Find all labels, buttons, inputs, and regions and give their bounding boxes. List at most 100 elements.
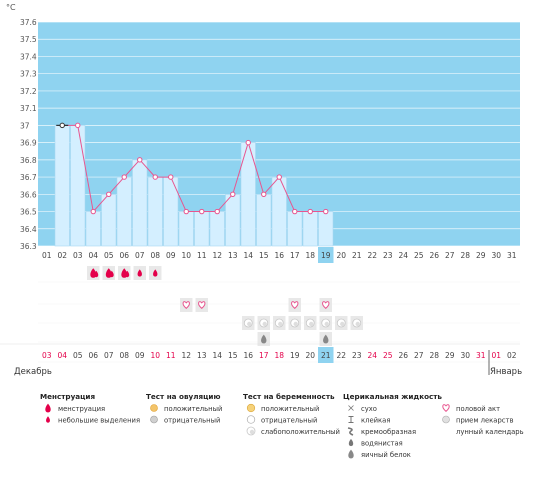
light-bleeding-drop-icon (153, 269, 158, 277)
legend-item-label: яичный белок (361, 451, 411, 459)
legend-item-label: лунный календарь (456, 428, 524, 436)
unit-label: °C (6, 3, 16, 12)
cycle-day-25-22: 25 (383, 351, 393, 360)
y-tick-label-37-6: 37.6 (20, 18, 37, 27)
y-tick-label-37-2: 37.2 (20, 87, 37, 96)
y-tick-label-36-6: 36.6 (20, 190, 37, 199)
cycle-day-20-17: 20 (305, 351, 315, 360)
temperature-point-03 (75, 122, 81, 129)
temperature-bar-03 (70, 125, 86, 247)
cycle-day-06-3: 06 (88, 351, 98, 360)
legend-item-label: менструация (58, 405, 105, 413)
pregnancy-weak-icon-inner (355, 321, 360, 327)
day-label-31: 31 (507, 251, 517, 260)
day-label-30: 30 (491, 251, 501, 260)
temperature-point-15 (261, 191, 267, 198)
y-tick-label-36-4: 36.4 (20, 225, 37, 234)
day-label-16: 16 (274, 251, 284, 260)
cycle-day-29-26: 29 (445, 351, 455, 360)
temperature-bar-19 (318, 211, 334, 247)
cycle-day-24-21: 24 (367, 351, 377, 360)
cycle-day-13-10: 13 (197, 351, 207, 360)
cycle-day-02-30: 02 (507, 351, 517, 360)
temperature-line (62, 124, 326, 213)
day-label-29: 29 (476, 251, 486, 260)
temperature-point-17 (292, 208, 298, 215)
cycle-day-07-4: 07 (104, 351, 114, 360)
day-label-17: 17 (290, 251, 300, 260)
legend-group-title: Тест на беременность (243, 392, 335, 401)
day-label-20: 20 (336, 251, 346, 260)
temperature-bar-04 (85, 211, 101, 247)
legend-item-label: прием лекарств (456, 417, 513, 425)
temperature-bar-02 (54, 125, 70, 247)
cycle-day-12-9: 12 (181, 351, 191, 360)
intercourse-heart-icon (198, 301, 206, 309)
moon-icon (443, 427, 447, 435)
pregnancy-weak-icon-inner (278, 321, 283, 327)
y-tick-label-36-7: 36.7 (20, 173, 37, 182)
cycle-day-09-6: 09 (135, 351, 145, 360)
cycle-day-15-12: 15 (228, 351, 238, 360)
temperature-bar-11 (194, 211, 210, 247)
day-label-08: 08 (150, 251, 160, 260)
day-label-26: 26 (429, 251, 439, 260)
day-label-06: 06 (119, 251, 129, 260)
day-label-12: 12 (212, 251, 222, 260)
water-drop-icon (348, 438, 354, 447)
cycle-day-30-27: 30 (460, 351, 470, 360)
symbol-rows (38, 281, 520, 363)
legend-item-label: положительный (164, 405, 222, 413)
cycle-day-03-0: 03 (42, 351, 52, 360)
day-label-07: 07 (135, 251, 145, 260)
sticky-icon (348, 416, 354, 423)
y-tick-label-37-3: 37.3 (20, 70, 37, 79)
temperature-point-12 (214, 208, 220, 215)
temperature-point-10 (183, 208, 189, 215)
circle-weak-icon-inner (249, 429, 255, 435)
cycle-day-22-19: 22 (336, 351, 346, 360)
intercourse-heart-icon (182, 301, 190, 309)
temperature-point-09 (168, 174, 174, 180)
legend-item-label: слабоположительный (261, 428, 340, 436)
day-label-02: 02 (57, 251, 67, 260)
legend-item-label: водянистая (361, 440, 403, 448)
pregnancy-weak-icon-inner (309, 321, 314, 327)
y-tick-label-36-9: 36.9 (20, 139, 37, 148)
temperature-bar-18 (302, 211, 318, 247)
month-right-label: Январь (490, 367, 522, 377)
cycle-day-26-23: 26 (398, 351, 408, 360)
day-label-28: 28 (460, 251, 470, 260)
cycle-day-05-2: 05 (73, 351, 83, 360)
temperature-point-14 (245, 139, 251, 146)
temperature-point-07 (137, 157, 143, 163)
pregnancy-weak-icon-inner (324, 321, 329, 327)
temperature-bar-07 (132, 159, 148, 247)
day-label-15: 15 (259, 251, 269, 260)
menstruation-drop-icon (125, 270, 130, 278)
sun-negative-icon (150, 415, 158, 424)
egg-drop-icon (348, 449, 354, 459)
cream-icon (347, 427, 354, 436)
cycle-day-04-1: 04 (57, 351, 67, 360)
day-label-10: 10 (181, 251, 191, 260)
y-tick-label-37-5: 37.5 (20, 35, 37, 44)
day-label-04: 04 (88, 251, 98, 260)
legend-item-label: положительный (261, 405, 319, 413)
day-label-13: 13 (228, 251, 238, 260)
month-left-label: Декабрь (14, 367, 52, 377)
temperature-point-19 (323, 208, 329, 215)
cycle-day-16-13: 16 (243, 351, 253, 360)
temperature-point-18 (307, 208, 313, 215)
temperature-point-16 (276, 174, 282, 180)
intercourse-heart-icon (291, 301, 299, 309)
y-tick-label-37-4: 37.4 (20, 52, 37, 61)
drop-small-icon (46, 416, 50, 423)
cross-icon (348, 405, 354, 411)
legend-item-label: кремообразная (361, 428, 416, 436)
day-label-25: 25 (414, 251, 424, 260)
day-label-23: 23 (383, 251, 393, 260)
egg-white-drop-icon (261, 334, 267, 344)
